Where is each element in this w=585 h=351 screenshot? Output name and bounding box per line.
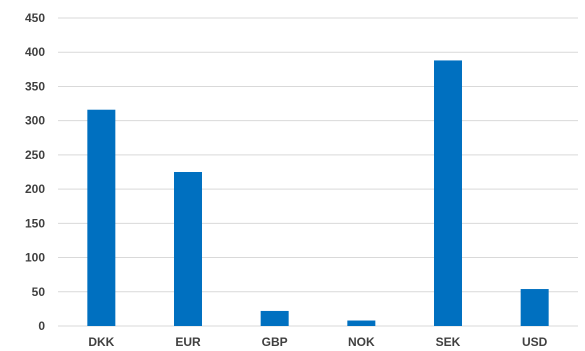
x-tick-label-dkk: DKK [88, 335, 114, 349]
bar-sek [434, 60, 462, 327]
x-tick-label-gbp: GBP [262, 335, 288, 349]
bar-eur [174, 172, 202, 326]
y-tick-label: 450 [25, 11, 45, 25]
bar-usd [520, 289, 549, 326]
y-tick-label: 400 [25, 45, 45, 59]
y-tick-label: 200 [25, 182, 45, 196]
x-axis-category-labels: DKK EUR GBP NOK SEK USD [88, 335, 547, 349]
x-tick-label-sek: SEK [436, 335, 461, 349]
bars [87, 60, 549, 327]
y-tick-label: 150 [25, 216, 45, 230]
bar-nok [347, 320, 376, 326]
bar-dkk [87, 109, 116, 327]
bar-gbp [260, 310, 289, 326]
grid-layer [58, 17, 578, 327]
y-tick-label: 50 [32, 285, 46, 299]
y-tick-label: 0 [38, 319, 45, 333]
y-tick-label: 300 [25, 114, 45, 128]
y-tick-label: 350 [25, 79, 45, 93]
x-tick-label-nok: NOK [348, 335, 375, 349]
x-tick-label-usd: USD [522, 335, 548, 349]
x-tick-label-eur: EUR [175, 335, 201, 349]
y-axis-tick-labels: 0 50 100 150 200 250 300 350 400 450 [25, 11, 45, 333]
y-tick-label: 250 [25, 148, 45, 162]
y-tick-label: 100 [25, 251, 45, 265]
